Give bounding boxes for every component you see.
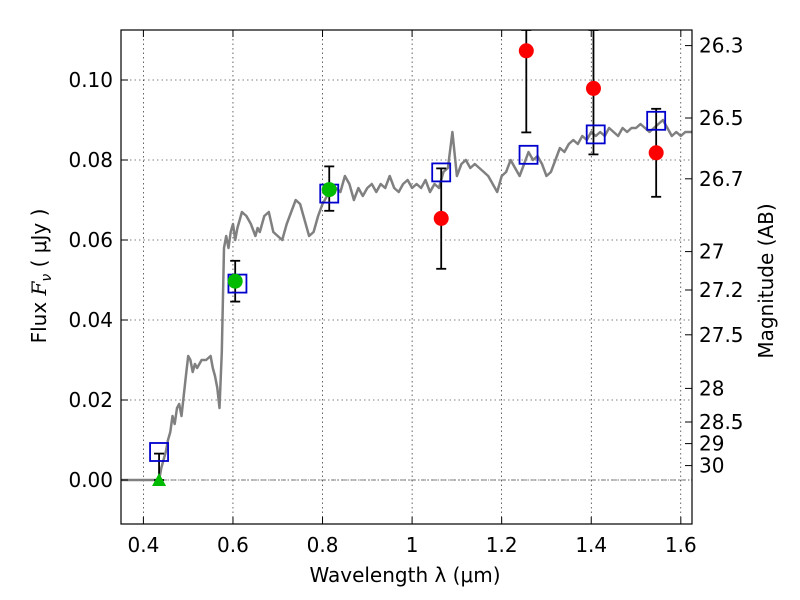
- x-tick-label: 1.6: [665, 533, 697, 557]
- y-tick-label: 0.10: [68, 68, 113, 92]
- model-photometry-box: [585, 124, 606, 145]
- y-axis-label-text: Flux: [27, 295, 51, 343]
- x-tick-label: 0.4: [127, 533, 159, 557]
- y-axis-label-units: ( μJy ): [27, 209, 51, 274]
- y-tick-label: 0.00: [68, 468, 113, 492]
- x-tick-label: 0.8: [307, 533, 339, 557]
- right-tick-label: 26.7: [699, 167, 744, 191]
- observed-green-point: [227, 273, 243, 289]
- observed-red-point: [433, 210, 449, 226]
- x-axis-label: Wavelength λ (μm): [309, 563, 500, 587]
- model-photometry-box: [149, 442, 169, 462]
- observed-red-point: [648, 145, 664, 161]
- right-tick-label: 29: [699, 432, 724, 456]
- plot-frame: [120, 29, 693, 525]
- x-tick-label: 0.6: [217, 533, 249, 557]
- model-photometry-box: [518, 144, 539, 165]
- x-tick-label: 1.4: [575, 533, 607, 557]
- observed-red-point: [518, 43, 534, 59]
- model-photometry-box: [431, 162, 452, 183]
- right-tick-label: 26.5: [699, 106, 744, 130]
- y-axis-label: Flux Fν ( μJy ): [27, 209, 55, 344]
- right-tick-label: 27: [699, 240, 724, 264]
- right-tick-label: 26.3: [699, 34, 744, 58]
- observed-red-point: [585, 80, 601, 96]
- y-tick-label: 0.06: [68, 228, 113, 252]
- axis-tick-labels: 0.4 0.6 0.8 1 1.2 1.4 1.6 0.00 0.02 0.04 0.06 0.08 0…: [68, 34, 743, 557]
- x-tick-label: 1: [406, 533, 419, 557]
- right-tick-label: 27.2: [699, 278, 744, 302]
- right-tick-label: 27.5: [699, 323, 744, 347]
- right-tick-label: 30: [699, 454, 724, 478]
- y-axis-label-symbol: F: [27, 280, 51, 296]
- right-tick-label: 28: [699, 376, 724, 400]
- axis-ticks: [121, 30, 692, 524]
- y-axis-label-subscript: ν: [39, 274, 55, 282]
- y-tick-label: 0.02: [68, 388, 113, 412]
- y-tick-label: 0.04: [68, 308, 113, 332]
- data-markers: [149, 43, 667, 486]
- right-tick-label: 28.5: [699, 410, 744, 434]
- right-axis-label: Magnitude (AB): [754, 203, 778, 358]
- upper-limit-triangle: [152, 473, 167, 486]
- y-tick-label: 0.08: [68, 148, 113, 172]
- x-tick-label: 1.2: [486, 533, 518, 557]
- grid-lines: [121, 30, 692, 524]
- plot-area: [121, 30, 692, 486]
- observed-green-point: [321, 182, 337, 198]
- model-photometry-box: [646, 110, 667, 131]
